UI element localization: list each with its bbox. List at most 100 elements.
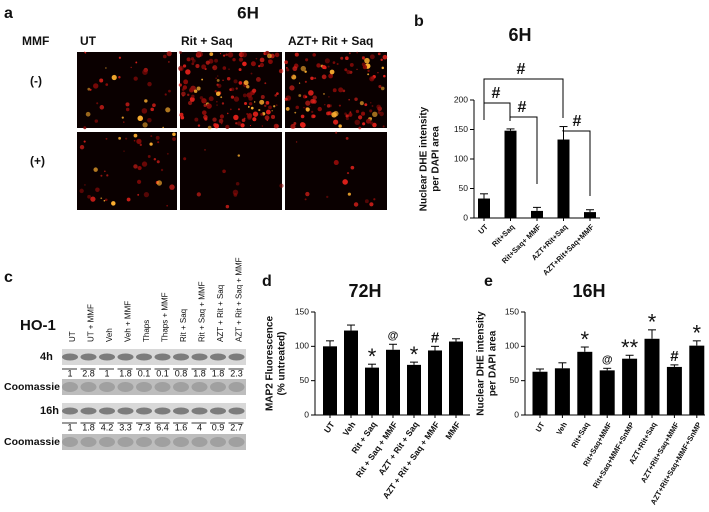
blot-band	[62, 437, 78, 447]
cell-signal	[137, 165, 142, 171]
bar	[599, 370, 615, 415]
cell-signal	[199, 96, 204, 100]
cell-signal	[227, 52, 234, 58]
cell-signal	[373, 198, 376, 201]
cell-signal	[238, 68, 242, 72]
lane-label: UT + MMF	[87, 304, 96, 342]
blot-band	[191, 407, 208, 415]
bar	[584, 212, 596, 218]
cell-signal	[222, 54, 226, 57]
cell-signal	[338, 104, 341, 107]
cell-signal	[289, 85, 295, 91]
cell-signal	[265, 100, 270, 105]
cell-signal	[252, 88, 257, 93]
cell-signal	[260, 112, 264, 116]
cell-signal	[382, 54, 388, 60]
cell-signal	[246, 85, 250, 89]
cell-signal	[364, 57, 370, 64]
blot-band	[173, 407, 189, 415]
bar-label: **	[621, 335, 639, 360]
cell-signal	[225, 124, 230, 129]
cell-signal	[215, 100, 218, 103]
bar	[577, 351, 593, 415]
y-tick-label: 200	[454, 94, 468, 104]
cell-signal	[359, 101, 364, 106]
y-tick-label: 0	[514, 409, 519, 419]
cell-signal	[136, 138, 142, 145]
blot-band	[228, 382, 245, 392]
cell-signal	[327, 65, 330, 68]
cell-signal	[382, 125, 385, 128]
cell-signal	[118, 136, 121, 140]
cell-signal	[377, 52, 381, 56]
cell-signal	[305, 107, 310, 112]
cell-signal	[333, 160, 339, 166]
cell-signal	[178, 50, 182, 54]
cell-signal	[242, 93, 247, 98]
cell-signal	[93, 83, 99, 89]
bar	[478, 198, 490, 218]
bar	[323, 346, 337, 415]
cell-signal	[372, 111, 378, 118]
cell-signal	[247, 113, 252, 117]
cell-signal	[345, 136, 349, 140]
cell-signal	[241, 51, 248, 58]
cell-signal	[207, 125, 212, 130]
significance-mark: #	[573, 113, 582, 130]
cell-signal	[350, 165, 355, 170]
cell-signal	[191, 62, 195, 66]
cell-signal	[317, 106, 322, 112]
chart-title: 6H	[508, 25, 531, 45]
cell-signal	[156, 180, 162, 186]
band-value: 2.8	[82, 368, 95, 378]
cell-signal	[305, 191, 310, 197]
cell-signal	[303, 106, 305, 109]
lane-label: Veh	[105, 328, 114, 342]
cell-signal	[361, 62, 366, 67]
cell-signal	[298, 82, 301, 84]
cell-signal	[216, 104, 218, 106]
cell-signal	[237, 154, 241, 157]
cell-signal	[183, 79, 189, 85]
cell-signal	[104, 170, 106, 173]
cell-signal	[361, 111, 366, 116]
cell-signal	[324, 58, 330, 64]
cell-signal	[275, 104, 278, 107]
blot-band	[210, 353, 226, 361]
blot-band	[210, 382, 226, 392]
cell-signal	[346, 69, 351, 75]
chart-title: 16H	[572, 281, 605, 301]
band-value: 0.1	[138, 368, 151, 378]
bar-label: *	[648, 310, 657, 335]
cell-signal	[345, 114, 349, 118]
cell-signal	[347, 192, 351, 196]
blot-band	[99, 407, 115, 415]
cell-signal	[294, 52, 299, 57]
cell-signal	[252, 111, 259, 117]
cell-signal	[204, 149, 206, 151]
cell-signal	[380, 86, 385, 91]
cell-signal	[248, 102, 253, 106]
cell-signal	[191, 59, 196, 63]
significance-mark: #	[492, 85, 501, 102]
cell-signal	[293, 122, 297, 125]
cell-signal	[106, 174, 109, 177]
cell-signal	[298, 94, 302, 97]
cell-signal	[225, 53, 228, 56]
cell-signal	[241, 118, 246, 123]
y-tick-label: 50	[510, 375, 520, 385]
band-value: 1	[67, 368, 72, 378]
cell-signal	[212, 65, 218, 71]
cell-signal	[172, 132, 176, 137]
cell-signal	[258, 64, 261, 68]
cell-signal	[123, 150, 125, 152]
cell-signal	[349, 62, 354, 67]
micrograph	[77, 52, 177, 128]
cell-signal	[83, 140, 86, 143]
cell-signal	[230, 95, 235, 99]
cell-signal	[349, 111, 352, 114]
cell-signal	[372, 122, 377, 128]
cell-signal	[172, 137, 176, 141]
panel-label: d	[262, 273, 272, 290]
lane-label: AZT + Rit + Saq	[216, 285, 225, 342]
